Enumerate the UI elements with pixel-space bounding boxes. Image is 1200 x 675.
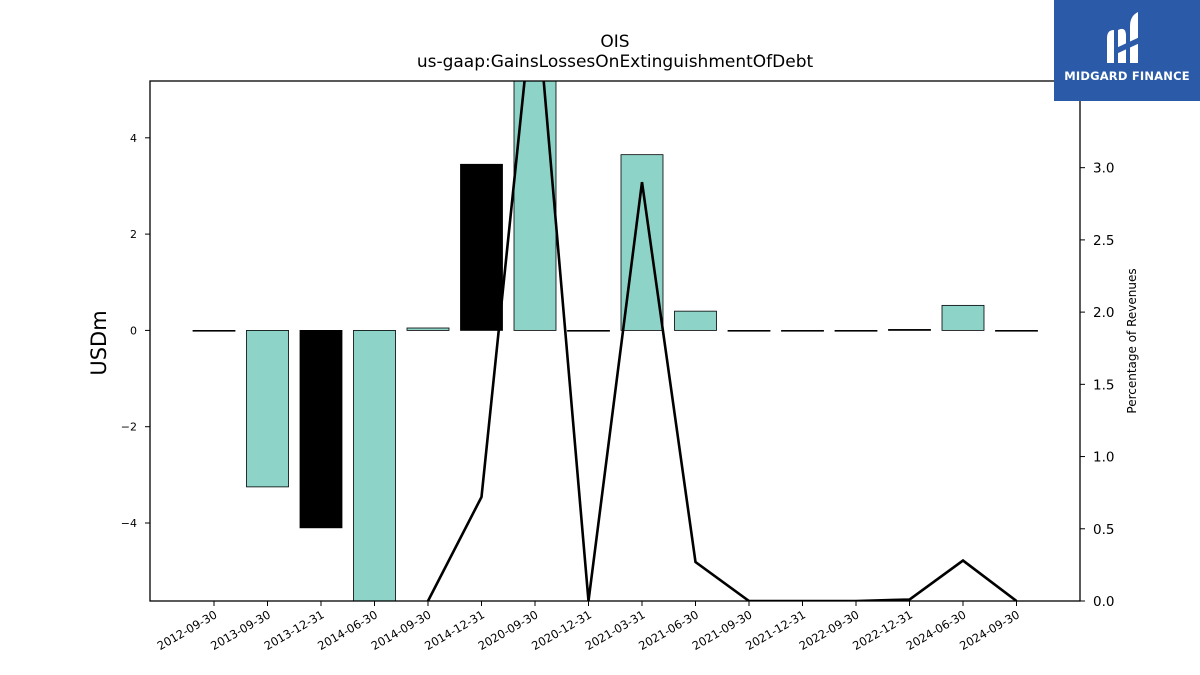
y2-tick-label: 2.0 bbox=[1093, 305, 1114, 321]
bar-2022-09-30 bbox=[834, 330, 878, 332]
bar-2020-12-31 bbox=[567, 330, 610, 332]
bar-2021-09-30 bbox=[727, 330, 771, 332]
x-tick-label: 2021-12-31 bbox=[743, 607, 808, 653]
bar-2014-12-31 bbox=[460, 163, 503, 331]
percentage-line bbox=[426, 81, 1018, 601]
y-tick-label: 0 bbox=[130, 324, 137, 337]
bar-2013-12-31 bbox=[299, 330, 343, 529]
x-tick-label: 2020-09-30 bbox=[476, 607, 541, 653]
x-tick-label: 2022-12-31 bbox=[850, 607, 915, 653]
y2-tick-label: 1.0 bbox=[1093, 450, 1114, 466]
y2-tick-label: 2.5 bbox=[1093, 233, 1114, 249]
x-tick-label: 2024-06-30 bbox=[904, 607, 969, 653]
x-tick-label: 2021-06-30 bbox=[636, 607, 701, 653]
y-tick-label: 2 bbox=[130, 228, 137, 241]
y2-axis-label: Percentage of Revenues bbox=[1125, 268, 1139, 413]
bar-2012-09-30 bbox=[192, 330, 236, 332]
x-tick-label: 2014-06-30 bbox=[315, 607, 380, 653]
y2-tick-label: 3.0 bbox=[1093, 161, 1114, 177]
x-tick-label: 2020-12-31 bbox=[529, 607, 594, 653]
bar-2014-06-30 bbox=[353, 330, 396, 601]
chart-subtitle: us-gaap:GainsLossesOnExtinguishmentOfDeb… bbox=[416, 52, 814, 72]
bar-2022-12-31 bbox=[888, 329, 931, 331]
y2-tick-label: 0.0 bbox=[1093, 594, 1114, 610]
x-tick-label: 2021-09-30 bbox=[690, 607, 755, 653]
y-tick-label: 4 bbox=[130, 132, 137, 145]
x-tick-label: 2024-09-30 bbox=[957, 607, 1022, 653]
bar-2013-09-30 bbox=[246, 330, 289, 488]
x-tick-label: 2013-09-30 bbox=[208, 607, 273, 653]
x-tick-label: 2022-09-30 bbox=[797, 607, 862, 653]
y-tick-label: −4 bbox=[121, 517, 137, 530]
logo-text: MIDGARD FINANCE bbox=[1064, 69, 1190, 83]
x-tick-label: 2013-12-31 bbox=[262, 607, 327, 653]
plot-frame bbox=[149, 80, 1081, 602]
x-tick-label: 2014-09-30 bbox=[369, 607, 434, 653]
logo-mark-icon bbox=[1107, 12, 1142, 63]
y2-tick-label: 0.5 bbox=[1093, 522, 1114, 538]
midgard-finance-logo: MIDGARD FINANCE bbox=[1054, 0, 1200, 101]
x-tick-label: 2021-03-31 bbox=[583, 607, 648, 653]
bar-2024-06-30 bbox=[941, 304, 985, 331]
bar-2021-12-31 bbox=[781, 330, 824, 332]
y-tick-label: −2 bbox=[121, 421, 137, 434]
y-axis-label: USDm bbox=[87, 310, 111, 375]
bar-2014-09-30 bbox=[406, 327, 450, 331]
y2-tick-label: 1.5 bbox=[1093, 377, 1114, 393]
x-tick-label: 2012-09-30 bbox=[155, 607, 220, 653]
x-tick-label: 2014-12-31 bbox=[422, 607, 487, 653]
bar-2021-06-30 bbox=[674, 310, 717, 331]
chart-title: OIS bbox=[600, 32, 630, 52]
bar-2024-09-30 bbox=[995, 330, 1038, 332]
